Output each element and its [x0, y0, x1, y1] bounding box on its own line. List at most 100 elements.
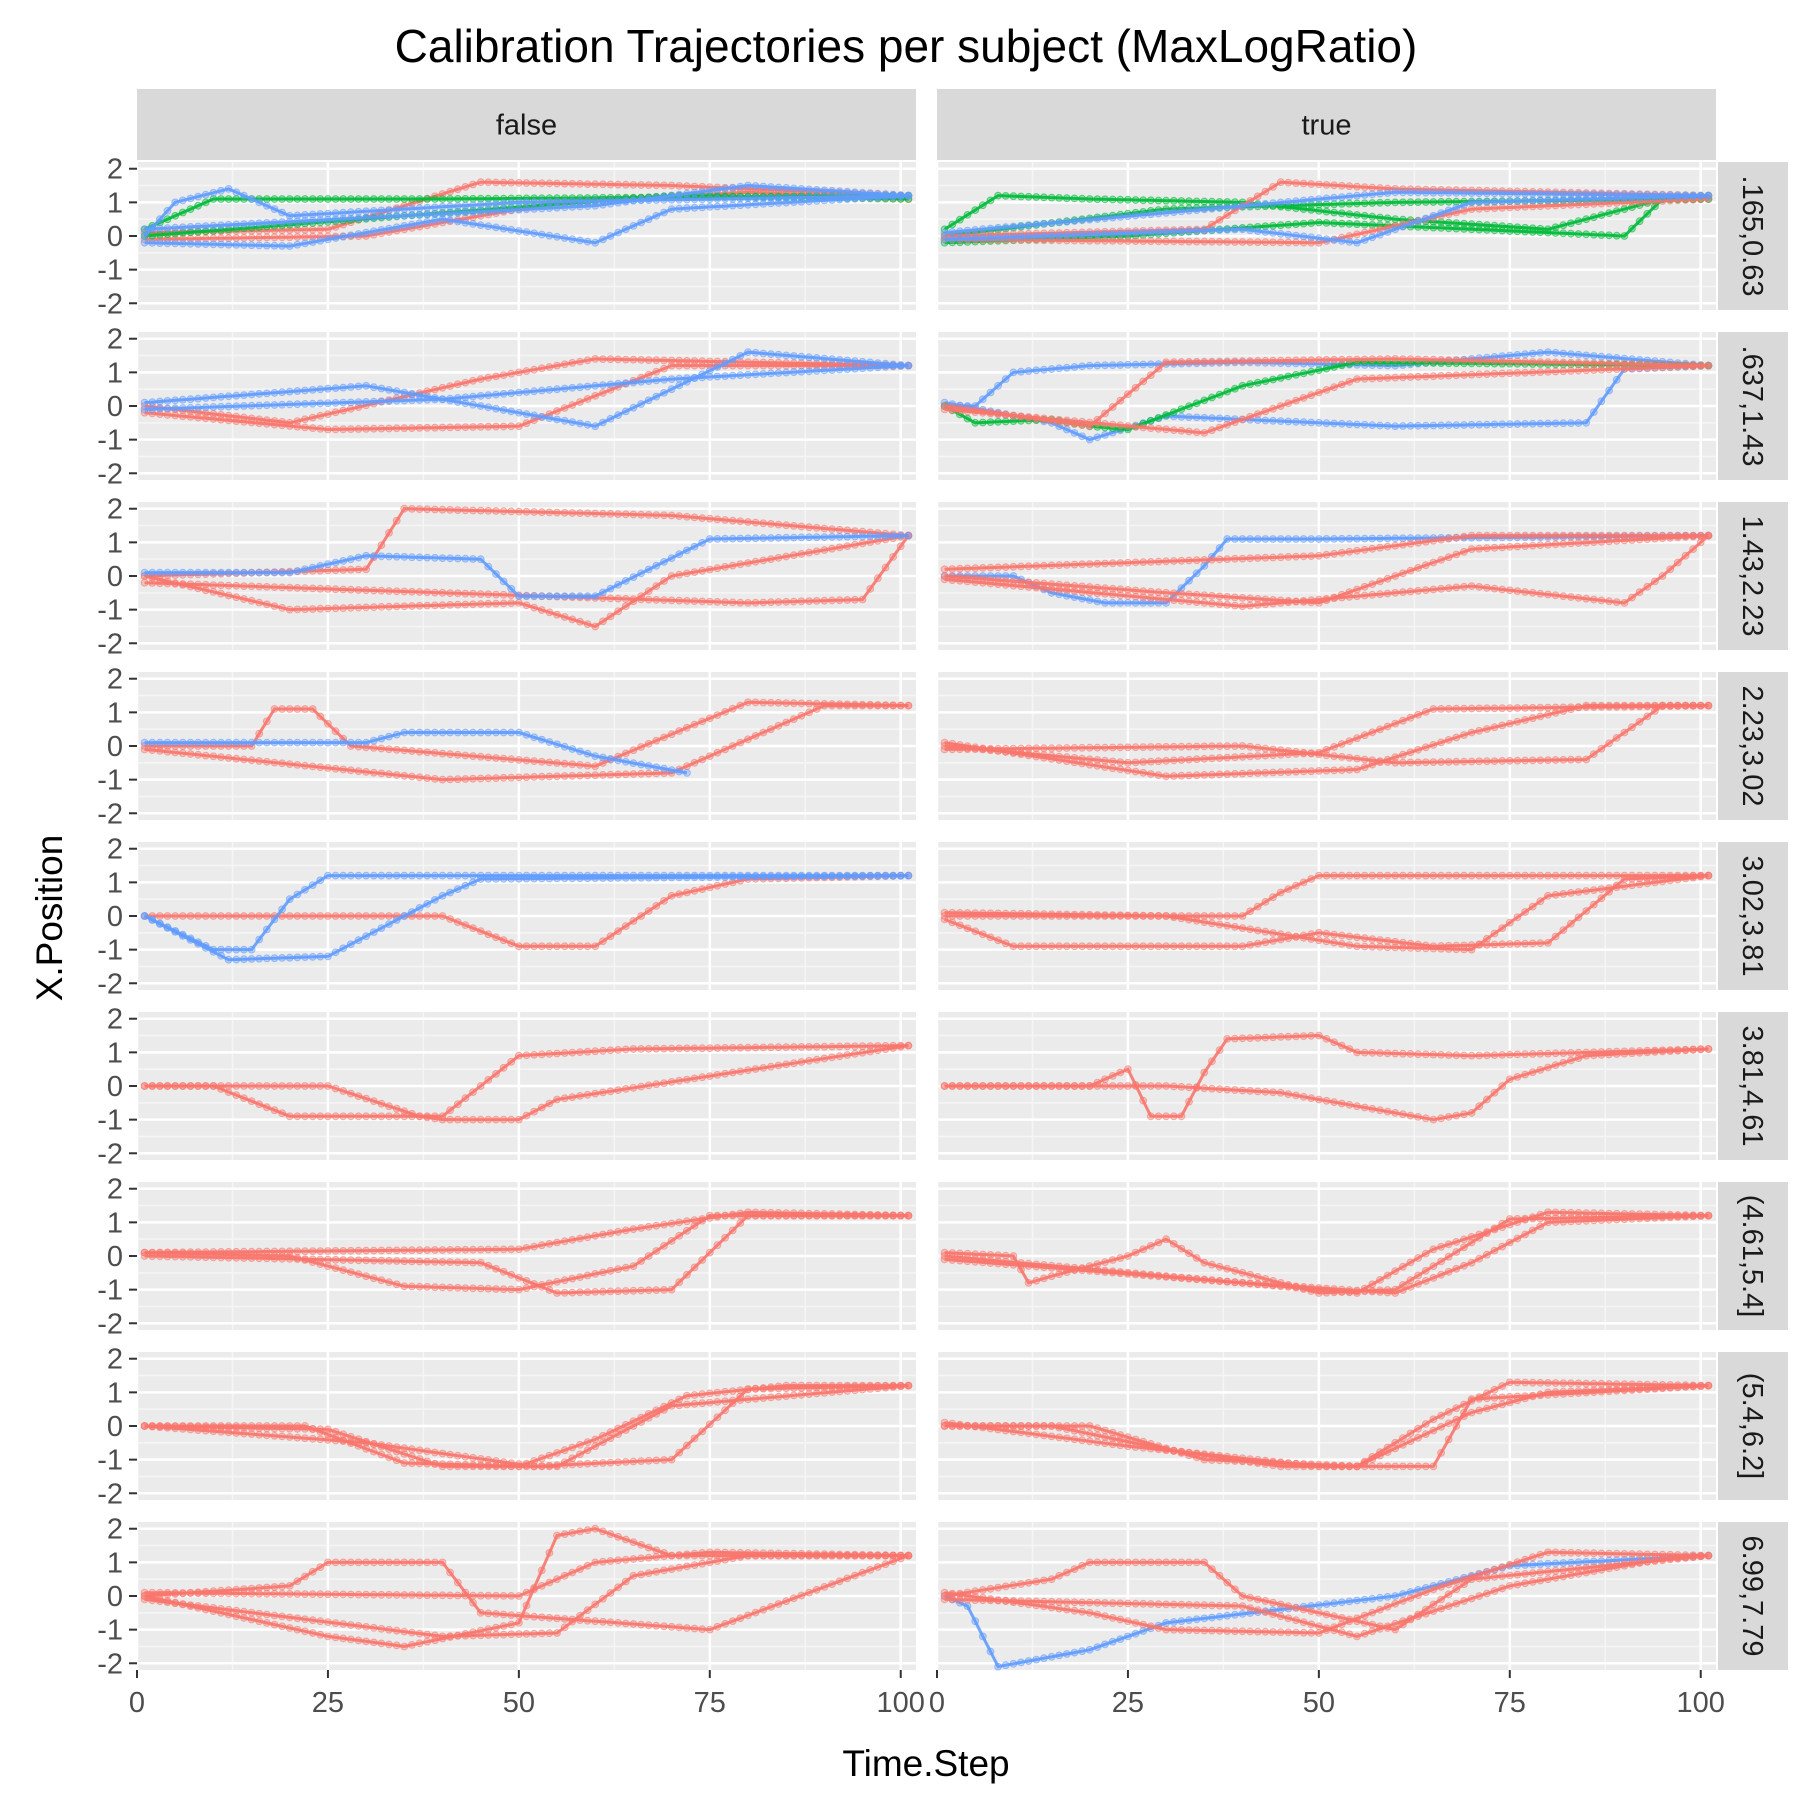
trajectory-point: [948, 1082, 957, 1090]
trajectory-point: [431, 912, 439, 920]
trajectory-point: [1414, 421, 1422, 430]
trajectory-point: [331, 764, 340, 773]
trajectory-point: [1024, 1082, 1033, 1090]
trajectory-point: [530, 198, 538, 207]
trajectory-point: [1307, 356, 1316, 365]
trajectory-point: [1406, 220, 1415, 228]
trajectory-point: [522, 228, 531, 237]
trajectory-point: [568, 235, 577, 244]
trajectory-point: [1406, 198, 1415, 207]
trajectory-point: [986, 388, 995, 397]
trajectory-point: [156, 738, 164, 747]
trajectory-point: [782, 1043, 791, 1051]
trajectory-point: [1062, 194, 1071, 203]
trajectory-point: [1078, 194, 1086, 203]
trajectory-point: [1177, 207, 1186, 216]
trajectory-point: [956, 234, 964, 243]
trajectory-point: [1261, 1033, 1270, 1042]
trajectory-point: [171, 396, 180, 405]
trajectory-point: [1460, 201, 1468, 210]
trajectory-point: [614, 874, 622, 882]
trajectory-point: [385, 195, 393, 203]
trajectory-point: [217, 402, 225, 411]
trajectory-point: [1223, 387, 1232, 396]
trajectory-point: [1460, 704, 1468, 713]
trajectory-point: [1101, 590, 1109, 598]
trajectory-point: [1513, 369, 1522, 377]
trajectory-point: [224, 581, 233, 590]
trajectory-point: [1406, 713, 1415, 722]
trajectory-point: [392, 602, 401, 611]
trajectory-point: [515, 728, 523, 737]
trajectory-point: [453, 589, 462, 598]
trajectory-point: [232, 220, 241, 229]
trajectory-point: [316, 195, 325, 203]
trajectory-point: [1406, 355, 1415, 364]
trajectory-point: [690, 188, 699, 197]
trajectory-point: [805, 1056, 813, 1065]
trajectory-point: [1223, 601, 1232, 609]
trajectory-point: [1376, 577, 1384, 586]
trajectory-point: [614, 379, 622, 388]
trajectory-point: [660, 1044, 668, 1053]
trajectory-point: [956, 406, 964, 415]
trajectory-point: [637, 510, 645, 519]
trajectory-point: [240, 1082, 248, 1090]
trajectory-point: [400, 553, 409, 561]
trajectory-point: [1505, 197, 1514, 206]
trajectory-point: [1521, 189, 1529, 198]
trajectory-point: [1185, 237, 1193, 246]
trajectory-point: [255, 738, 264, 747]
trajectory-point: [1024, 221, 1033, 230]
trajectory-point: [324, 912, 332, 920]
trajectory-point: [721, 359, 729, 368]
trajectory-point: [675, 374, 684, 383]
trajectory-point: [736, 517, 745, 526]
trajectory-point: [1047, 219, 1056, 228]
trajectory-point: [331, 195, 340, 203]
trajectory-point: [530, 757, 538, 765]
trajectory-point: [530, 1107, 538, 1116]
trajectory-point: [736, 598, 745, 607]
trajectory-point: [224, 185, 233, 193]
trajectory-point: [1131, 211, 1140, 220]
trajectory-point: [1559, 540, 1568, 548]
trajectory-point: [774, 1043, 783, 1052]
trajectory-point: [828, 544, 836, 553]
trajectory-point: [285, 605, 294, 614]
facet-panel: [135, 332, 916, 480]
trajectory-point: [675, 381, 684, 390]
trajectory-point: [1307, 596, 1316, 605]
trajectory-point: [1330, 200, 1338, 209]
trajectory-point: [148, 916, 157, 924]
trajectory-point: [278, 705, 287, 713]
trajectory-point: [1452, 871, 1461, 880]
trajectory-point: [797, 352, 806, 361]
trajectory-point: [690, 568, 699, 576]
trajectory-point: [1078, 560, 1086, 569]
trajectory-point: [728, 704, 737, 713]
trajectory-point: [1062, 910, 1071, 919]
trajectory-point: [1337, 219, 1346, 228]
trajectory-point: [1429, 198, 1438, 206]
trajectory-point: [774, 361, 783, 370]
trajectory-point: [1444, 945, 1453, 953]
trajectory-point: [316, 385, 325, 394]
trajectory-point: [1582, 366, 1591, 375]
trajectory-point: [591, 238, 600, 247]
trajectory-point: [1429, 1050, 1438, 1059]
trajectory-point: [851, 532, 859, 541]
trajectory-point: [308, 584, 317, 593]
trajectory-point: [1116, 559, 1125, 567]
trajectory-point: [1536, 228, 1545, 237]
trajectory-point: [652, 902, 661, 910]
trajectory-point: [1070, 429, 1079, 437]
trajectory-point: [1292, 197, 1300, 206]
trajectory-point: [721, 1069, 729, 1078]
trajectory-point: [767, 872, 775, 881]
trajectory-point: [1269, 745, 1277, 754]
trajectory-point: [1246, 742, 1254, 751]
trajectory-point: [1330, 363, 1338, 371]
trajectory-point: [1085, 596, 1094, 604]
trajectory-point: [217, 951, 225, 960]
